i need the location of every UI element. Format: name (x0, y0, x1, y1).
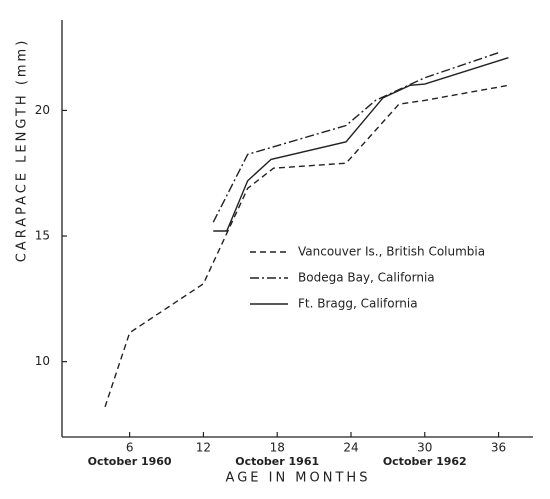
x-tick-label: 12 (196, 441, 211, 455)
annotation: October 1960 (88, 455, 172, 468)
x-tick-label: 24 (343, 441, 358, 455)
x-tick-label: 36 (491, 441, 506, 455)
y-axis-title: CARAPACE LENGTH (mm) (15, 38, 30, 263)
legend-label: Vancouver Is., British Columbia (298, 245, 485, 259)
y-tick-label: 10 (35, 354, 50, 368)
series-line (213, 57, 509, 232)
legend-label: Ft. Bragg, California (298, 297, 418, 311)
y-tick-label: 20 (35, 103, 50, 117)
series-line (104, 84, 509, 408)
series-line (212, 51, 499, 223)
x-tick-label: 6 (126, 441, 134, 455)
x-tick-label: 18 (270, 441, 285, 455)
x-axis-title: AGE IN MONTHS (226, 471, 371, 486)
y-tick-label: 15 (35, 229, 50, 243)
x-tick-label: 30 (417, 441, 432, 455)
annotation: October 1962 (383, 455, 467, 468)
legend-label: Bodega Bay, California (298, 271, 435, 285)
annotation: October 1961 (235, 455, 319, 468)
